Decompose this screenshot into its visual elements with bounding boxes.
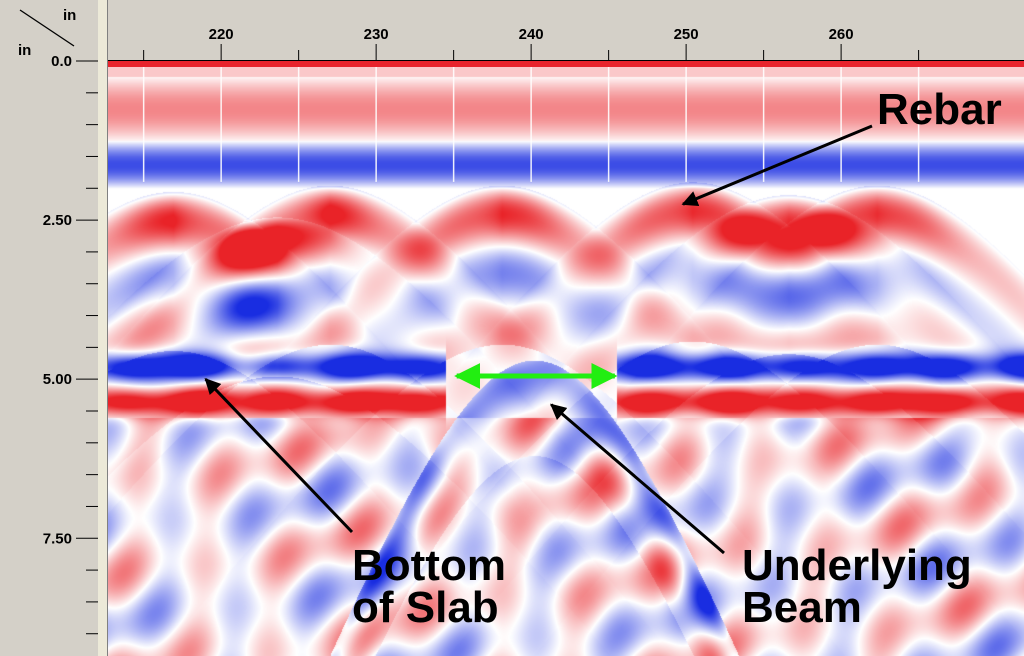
radargram-heatmap bbox=[108, 61, 1024, 656]
annotation-label: Bottom bbox=[352, 541, 506, 590]
x-unit-label: in bbox=[63, 7, 76, 24]
x-axis-panel bbox=[108, 0, 1024, 60]
corner-divider bbox=[19, 9, 75, 47]
axis-corner-units: in in bbox=[18, 7, 76, 59]
y-axis: 0.0 2.50 5.00 7.50 bbox=[43, 53, 98, 635]
annotation-label: Rebar bbox=[877, 85, 1002, 134]
x-tick-label: 250 bbox=[674, 26, 699, 43]
x-tick-label: 220 bbox=[209, 26, 234, 43]
x-tick-label: 240 bbox=[519, 26, 544, 43]
y-tick-label: 2.50 bbox=[43, 212, 72, 229]
annotation-arrow bbox=[550, 403, 725, 555]
x-tick-label: 230 bbox=[364, 26, 389, 43]
annotation-label: Underlying bbox=[742, 541, 972, 590]
annotation-label: Beam bbox=[742, 583, 862, 632]
surface-reflection-line bbox=[108, 61, 1024, 67]
y-unit-label: in bbox=[18, 42, 31, 59]
annotation-label: of Slab bbox=[352, 583, 499, 632]
y-axis-panel bbox=[0, 0, 98, 656]
annotation-arrow bbox=[204, 378, 354, 534]
panel-gutter bbox=[98, 0, 108, 656]
y-tick-label: 7.50 bbox=[43, 530, 72, 547]
annotation-rebar: Rebar bbox=[681, 85, 1002, 207]
x-axis: 220 230 240 250 260 bbox=[108, 26, 1024, 61]
annotation-arrow bbox=[681, 124, 873, 207]
x-tick-label: 260 bbox=[829, 26, 854, 43]
y-tick-label: 5.00 bbox=[43, 371, 72, 388]
y-tick-label: 0.0 bbox=[51, 53, 72, 70]
